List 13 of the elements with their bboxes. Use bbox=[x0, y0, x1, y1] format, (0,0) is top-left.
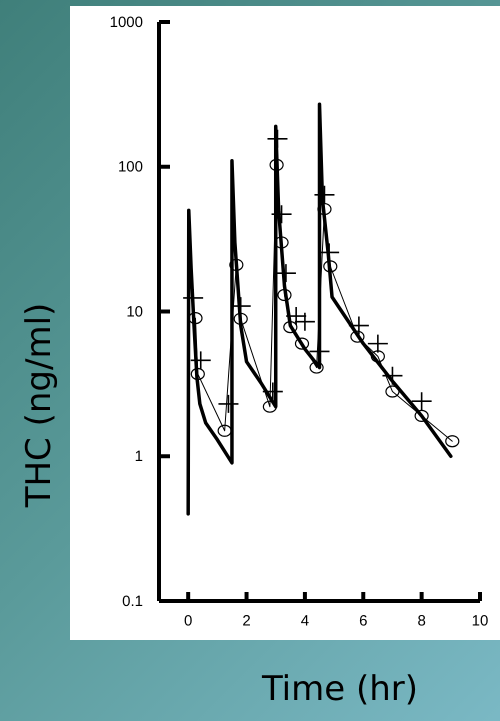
y-tick-label: 0.1 bbox=[122, 592, 143, 610]
x-tick-label: 10 bbox=[472, 612, 488, 630]
y-tick-label: 1 bbox=[134, 448, 143, 466]
y-tick-label: 10 bbox=[126, 303, 143, 320]
x-tick-label: 8 bbox=[417, 612, 426, 630]
y-tick-label: 1000 bbox=[110, 14, 143, 31]
x-tick-label: 2 bbox=[242, 612, 251, 630]
x-tick-label: 0 bbox=[184, 612, 192, 630]
y-axis-title: THC (ng/ml) bbox=[19, 302, 59, 508]
x-tick-label: 4 bbox=[300, 612, 310, 630]
y-tick-label: 100 bbox=[118, 158, 143, 176]
x-axis-title: Time (hr) bbox=[260, 669, 418, 709]
x-tick-label: 6 bbox=[359, 612, 368, 630]
